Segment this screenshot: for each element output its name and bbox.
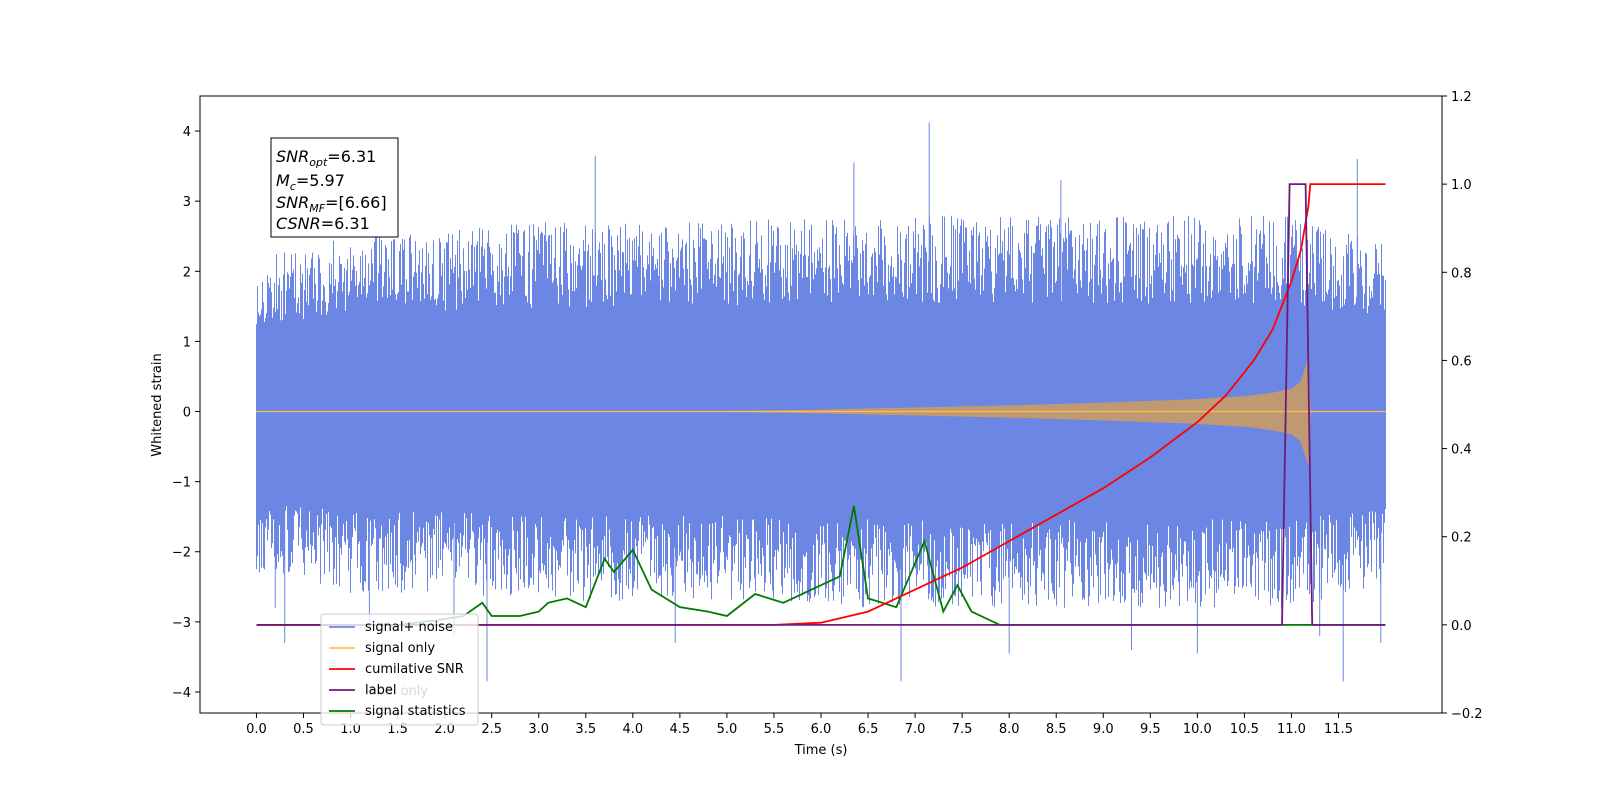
stat-snr-opt: SNRopt=6.31 xyxy=(276,147,376,169)
y2-tick-label: −0.2 xyxy=(1451,707,1483,722)
y-tick-label: 1 xyxy=(183,335,191,350)
legend-label-ghost: label only xyxy=(365,684,428,699)
y-tick-label: 2 xyxy=(183,265,191,280)
stat-csnr-value: =6.31 xyxy=(321,214,370,233)
y-tick-label: 0 xyxy=(183,406,191,421)
x-tick-label: 0.5 xyxy=(293,722,314,737)
x-tick-label: 3.5 xyxy=(575,722,596,737)
legend-label: signal statistics xyxy=(365,704,466,719)
x-tick-label: 5.0 xyxy=(717,722,738,737)
x-tick-label: 2.0 xyxy=(434,722,455,737)
legend-label: label xyxy=(365,683,396,698)
x-tick-label: 8.0 xyxy=(999,722,1020,737)
y-tick-label: −1 xyxy=(172,476,191,491)
x-tick-label: 4.5 xyxy=(670,722,691,737)
legend-label: signal+ noise xyxy=(365,620,453,635)
y-axis-label: Whitened strain xyxy=(150,353,165,456)
y-tick-label: 4 xyxy=(183,125,191,140)
stat-csnr: CSNR=6.31 xyxy=(276,214,370,233)
x-tick-label: 9.5 xyxy=(1140,722,1161,737)
y-tick-label: 3 xyxy=(183,195,191,210)
stats-box: SNRopt=6.31 Mc=5.97 SNRMF=[6.66] CSNR=6.… xyxy=(270,137,399,238)
x-tick-label: 6.0 xyxy=(811,722,832,737)
y-tick-label: −2 xyxy=(172,546,191,561)
legend-label: cumilative SNR xyxy=(365,662,464,677)
x-tick-label: 10.5 xyxy=(1230,722,1259,737)
y2-tick-label: 0.6 xyxy=(1451,354,1472,369)
x-tick-label: 7.0 xyxy=(905,722,926,737)
legend: label only signal+ noise signal only cumila… xyxy=(320,613,479,726)
stat-mc-value: =5.97 xyxy=(296,171,345,190)
stat-snr-mf: SNRMF=[6.66] xyxy=(276,193,387,215)
x-tick-label: 8.5 xyxy=(1046,722,1067,737)
x-tick-label: 5.5 xyxy=(764,722,785,737)
x-axis-label: Time (s) xyxy=(794,743,848,758)
axes-layer: 0.0 0.5 1.0 1.5 2.0 2.5 3.0 3.5 4.0 4.5 5.0 5.5 6.0 6… xyxy=(172,90,1483,737)
y2-tick-label: 0.2 xyxy=(1451,531,1472,546)
y-tick-label: −3 xyxy=(172,616,191,631)
stat-mc: Mc=5.97 xyxy=(276,171,345,193)
x-tick-label: 9.0 xyxy=(1093,722,1114,737)
x-tick-label: 1.5 xyxy=(387,722,408,737)
x-tick-label: 3.0 xyxy=(528,722,549,737)
x-tick-label: 0.0 xyxy=(246,722,267,737)
legend-label: signal only xyxy=(365,641,435,656)
y2-tick-label: 1.0 xyxy=(1451,178,1472,193)
x-tick-label: 2.5 xyxy=(481,722,502,737)
x-tick-label: 7.5 xyxy=(952,722,973,737)
x-tick-label: 11.5 xyxy=(1324,722,1353,737)
stat-snr-opt-value: =6.31 xyxy=(327,147,376,166)
stat-snr-mf-value: =[6.66] xyxy=(325,193,387,212)
x-tick-label: 1.0 xyxy=(340,722,361,737)
x-tick-label: 10.0 xyxy=(1183,722,1212,737)
x-tick-label: 6.5 xyxy=(858,722,879,737)
series-signal-statistics xyxy=(256,505,1386,626)
y2-tick-label: 0.0 xyxy=(1451,619,1472,634)
y2-tick-label: 0.4 xyxy=(1451,443,1472,458)
plot-layer xyxy=(256,122,1386,682)
series-cumulative-snr xyxy=(256,183,1386,626)
y2-tick-label: 0.8 xyxy=(1451,266,1472,281)
y-tick-label: −4 xyxy=(172,686,191,701)
x-tick-label: 11.0 xyxy=(1277,722,1306,737)
series-label xyxy=(256,183,1386,626)
x-tick-label: 4.0 xyxy=(622,722,643,737)
y2-tick-label: 1.2 xyxy=(1451,90,1472,105)
stats-box-frame xyxy=(270,137,399,238)
legend-frame xyxy=(320,613,479,726)
